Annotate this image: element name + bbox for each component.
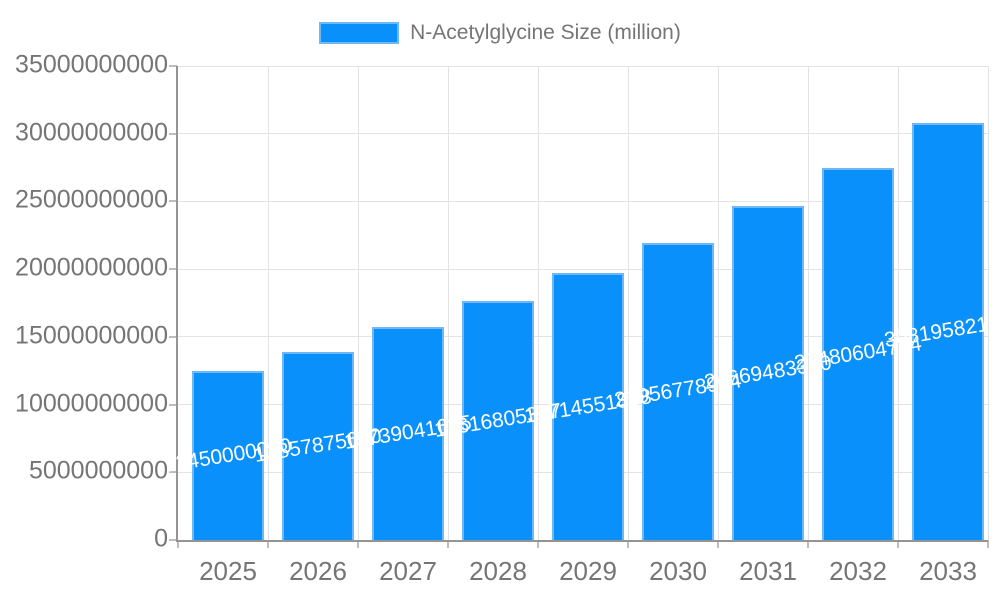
bar-2025 [192, 371, 264, 540]
y-axis-tick [169, 200, 177, 203]
y-axis-tick [169, 268, 177, 271]
chart-legend[interactable]: N-Acetylglycine Size (million) [0, 20, 1000, 46]
legend-label: N-Acetylglycine Size (million) [410, 21, 681, 44]
y-axis-tick-label: 5000000000 [28, 456, 168, 485]
y-axis-tick-label: 25000000000 [15, 185, 168, 214]
legend-swatch-icon [319, 22, 400, 44]
x-axis-tick [177, 540, 179, 548]
x-axis-tick [987, 540, 989, 548]
y-axis-tick-label: 10000000000 [15, 388, 168, 417]
gridline-vertical [538, 66, 539, 540]
bar-2026 [282, 352, 354, 540]
x-axis-tick-label: 2033 [919, 556, 977, 586]
x-axis-line [176, 540, 988, 542]
x-axis-tick [267, 540, 269, 548]
y-axis-line [176, 66, 178, 542]
gridline-vertical [718, 66, 719, 540]
x-axis-tick [537, 540, 539, 548]
gridline-vertical [448, 66, 449, 540]
x-axis-tick-label: 2025 [199, 556, 257, 586]
x-axis-tick [717, 540, 719, 548]
y-axis-tick-label: 30000000000 [15, 118, 168, 147]
gridline-vertical [988, 66, 989, 540]
x-axis-tick-label: 2030 [649, 556, 707, 586]
x-axis-tick-label: 2031 [739, 556, 797, 586]
x-axis-tick-label: 2032 [829, 556, 887, 586]
y-axis-tick-label: 20000000000 [15, 253, 168, 282]
x-axis-tick [447, 540, 449, 548]
y-axis-tick [169, 65, 177, 67]
gridline-horizontal [178, 268, 988, 270]
gridline-vertical [358, 66, 359, 540]
y-axis-tick-label: 35000000000 [15, 50, 168, 79]
x-axis-tick-label: 2029 [559, 556, 617, 586]
gridline-horizontal [178, 133, 988, 135]
x-axis-tick [627, 540, 629, 548]
bar-2029 [552, 273, 624, 540]
y-axis-tick [169, 132, 177, 135]
bar-2030 [642, 242, 714, 540]
gridline-vertical [268, 66, 269, 540]
bar-2027 [372, 326, 444, 540]
bar-2028 [462, 301, 534, 540]
y-axis-tick [169, 539, 177, 541]
y-axis-tick [169, 335, 177, 338]
x-axis-tick-label: 2027 [379, 556, 437, 586]
bar-2033 [912, 122, 984, 540]
x-axis-tick [357, 540, 359, 548]
gridline-horizontal [178, 65, 988, 67]
y-axis-tick [169, 403, 177, 406]
y-axis-tick [169, 471, 177, 474]
x-axis-tick-label: 2028 [469, 556, 527, 586]
x-axis-tick [897, 540, 899, 548]
gridline-vertical [628, 66, 629, 540]
bar-2031 [732, 205, 804, 540]
bar-2032 [822, 167, 894, 540]
y-axis-tick-label: 15000000000 [15, 321, 168, 350]
gridline-vertical [808, 66, 809, 540]
x-axis-tick [807, 540, 809, 548]
x-axis-tick-label: 2026 [289, 556, 347, 586]
gridline-vertical [898, 66, 899, 540]
gridline-horizontal [178, 200, 988, 202]
y-axis-tick-label: 0 [154, 524, 168, 553]
